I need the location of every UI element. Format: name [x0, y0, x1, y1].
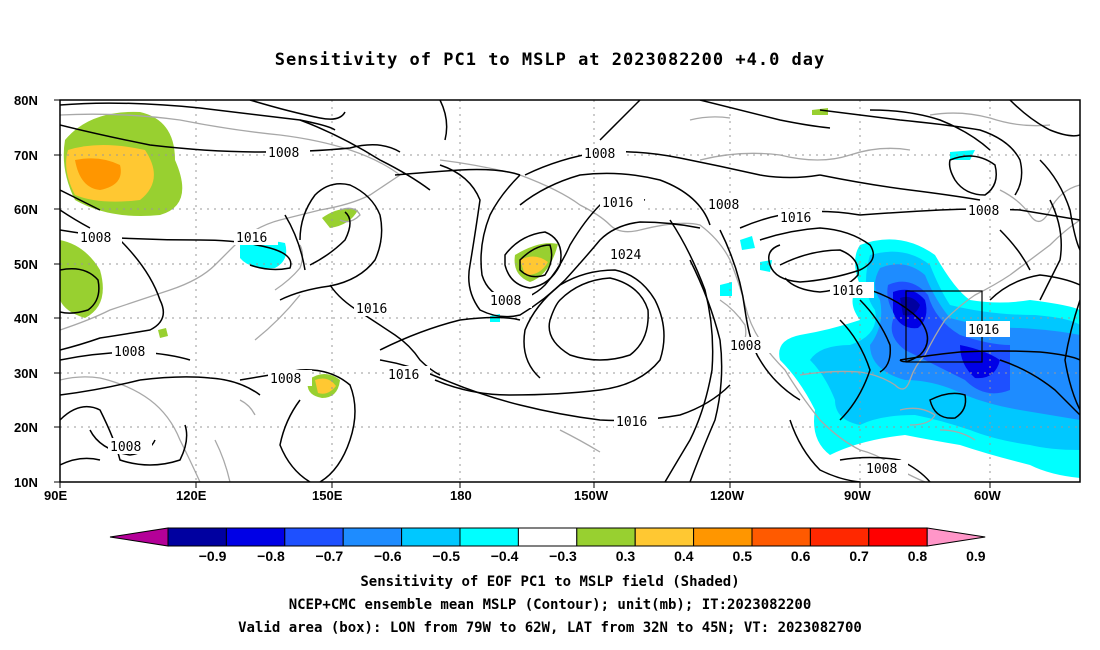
tick-marks [54, 99, 991, 488]
colorbar-swatch [693, 527, 753, 547]
colorbar-swatch [167, 527, 227, 547]
shade-cyan [240, 240, 287, 269]
lon-label: 90E [44, 488, 67, 503]
positive-shading [60, 108, 828, 398]
shade-green [60, 240, 103, 318]
contour-label-group: 1008 1008 1008 1008 1008 1008 1008 1008 … [78, 144, 1010, 477]
lon-label: 90W [844, 488, 871, 503]
colorbar-label: −0.4 [491, 548, 519, 564]
colorbar-label: 0.6 [791, 548, 811, 564]
colorbar-label: −0.6 [374, 548, 402, 564]
lon-label: 150E [312, 488, 343, 503]
colorbar-swatch [517, 527, 578, 547]
contour-label: 1016 [602, 196, 633, 211]
lat-label: 80N [14, 93, 38, 108]
shade-green [812, 108, 828, 115]
caption-contour: NCEP+CMC ensemble mean MSLP (Contour); u… [288, 597, 812, 613]
colorbar-label: −0.3 [549, 548, 577, 564]
lat-label: 70N [14, 148, 38, 163]
shade-yellow [520, 256, 548, 276]
shade-cyan [720, 282, 732, 296]
shade-yellow [315, 378, 336, 394]
contour-label: 1008 [114, 345, 145, 360]
mslp-contours [60, 100, 1080, 482]
shade-orange [75, 158, 121, 190]
contour-label: 1016 [968, 323, 999, 338]
shade-cyan [740, 236, 755, 250]
colorbar-label: 0.5 [733, 548, 753, 564]
map-title: Sensitivity of PC1 to MSLP at 2023082200… [274, 50, 826, 70]
lat-label: 20N [14, 420, 38, 435]
lat-label: 50N [14, 257, 38, 272]
contour-label: 1008 [490, 294, 521, 309]
lon-label: 150W [574, 488, 609, 503]
graticule [60, 100, 1080, 482]
colorbar-label: −0.9 [199, 548, 227, 564]
caption-valid-area: Valid area (box): LON from 79W to 62W, L… [238, 620, 862, 636]
colorbar-label: 0.9 [966, 548, 986, 564]
contour-label: 1016 [832, 284, 863, 299]
lat-label: 40N [14, 311, 38, 326]
colorbar-swatch [576, 527, 636, 547]
shade-green [322, 208, 358, 228]
contour-label: 1016 [780, 211, 811, 226]
latitude-labels: 80N 70N 60N 50N 40N 30N 20N 10N [14, 93, 38, 490]
contour-label: 1008 [268, 146, 299, 161]
shade-green [158, 328, 168, 338]
contour-label: 1016 [356, 302, 387, 317]
contour-label: 1008 [866, 462, 897, 477]
contour-label: 1008 [730, 339, 761, 354]
colorbar-swatch [225, 527, 286, 547]
colorbar-label: 0.3 [616, 548, 636, 564]
colorbar-label: 0.7 [849, 548, 869, 564]
colorbar-swatch [284, 527, 344, 547]
colorbar-label: 0.8 [908, 548, 928, 564]
contour-label: 1008 [584, 147, 615, 162]
colorbar-swatch [868, 527, 928, 547]
contour-label: 1016 [388, 368, 419, 383]
colorbar-swatch [459, 527, 519, 547]
map-frame [59, 99, 1081, 483]
contour-label: 1016 [616, 415, 647, 430]
contour-label: 1008 [80, 231, 111, 246]
colorbar-label: 0.4 [674, 548, 694, 564]
lon-label: 60W [974, 488, 1001, 503]
colorbar-left-arrow [109, 527, 169, 547]
contour-label: 1008 [110, 440, 141, 455]
longitude-labels: 90E 120E 150E 180 150W 120W 90W 60W [44, 488, 1001, 503]
contour-label: 1008 [270, 372, 301, 387]
contour-label: 1016 [236, 231, 267, 246]
lon-label: 120W [710, 488, 745, 503]
colorbar: −0.9 −0.8 −0.7 −0.6 −0.5 −0.4 −0.3 0.3 0.4 0.5 0.6… [109, 527, 986, 564]
lat-label: 10N [14, 475, 38, 490]
lat-label: 60N [14, 202, 38, 217]
colorbar-swatch [401, 527, 461, 547]
colorbar-swatch [751, 527, 811, 547]
lon-label: 180 [450, 488, 472, 503]
lat-label: 30N [14, 366, 38, 381]
colorbar-label: −0.5 [432, 548, 460, 564]
contour-label: 1008 [708, 198, 739, 213]
contour-label: 1008 [968, 204, 999, 219]
colorbar-label: −0.8 [257, 548, 285, 564]
colorbar-swatch [809, 527, 870, 547]
contour-label: 1024 [610, 248, 641, 263]
colorbar-right-arrow [926, 527, 986, 547]
negative-shading [240, 150, 1080, 478]
shade-darkest-blue [900, 296, 920, 316]
colorbar-swatch [634, 527, 695, 547]
colorbar-label: −0.7 [316, 548, 344, 564]
colorbar-swatch [342, 527, 403, 547]
caption-shaded: Sensitivity of EOF PC1 to MSLP field (Sh… [360, 574, 740, 590]
lon-label: 120E [176, 488, 207, 503]
